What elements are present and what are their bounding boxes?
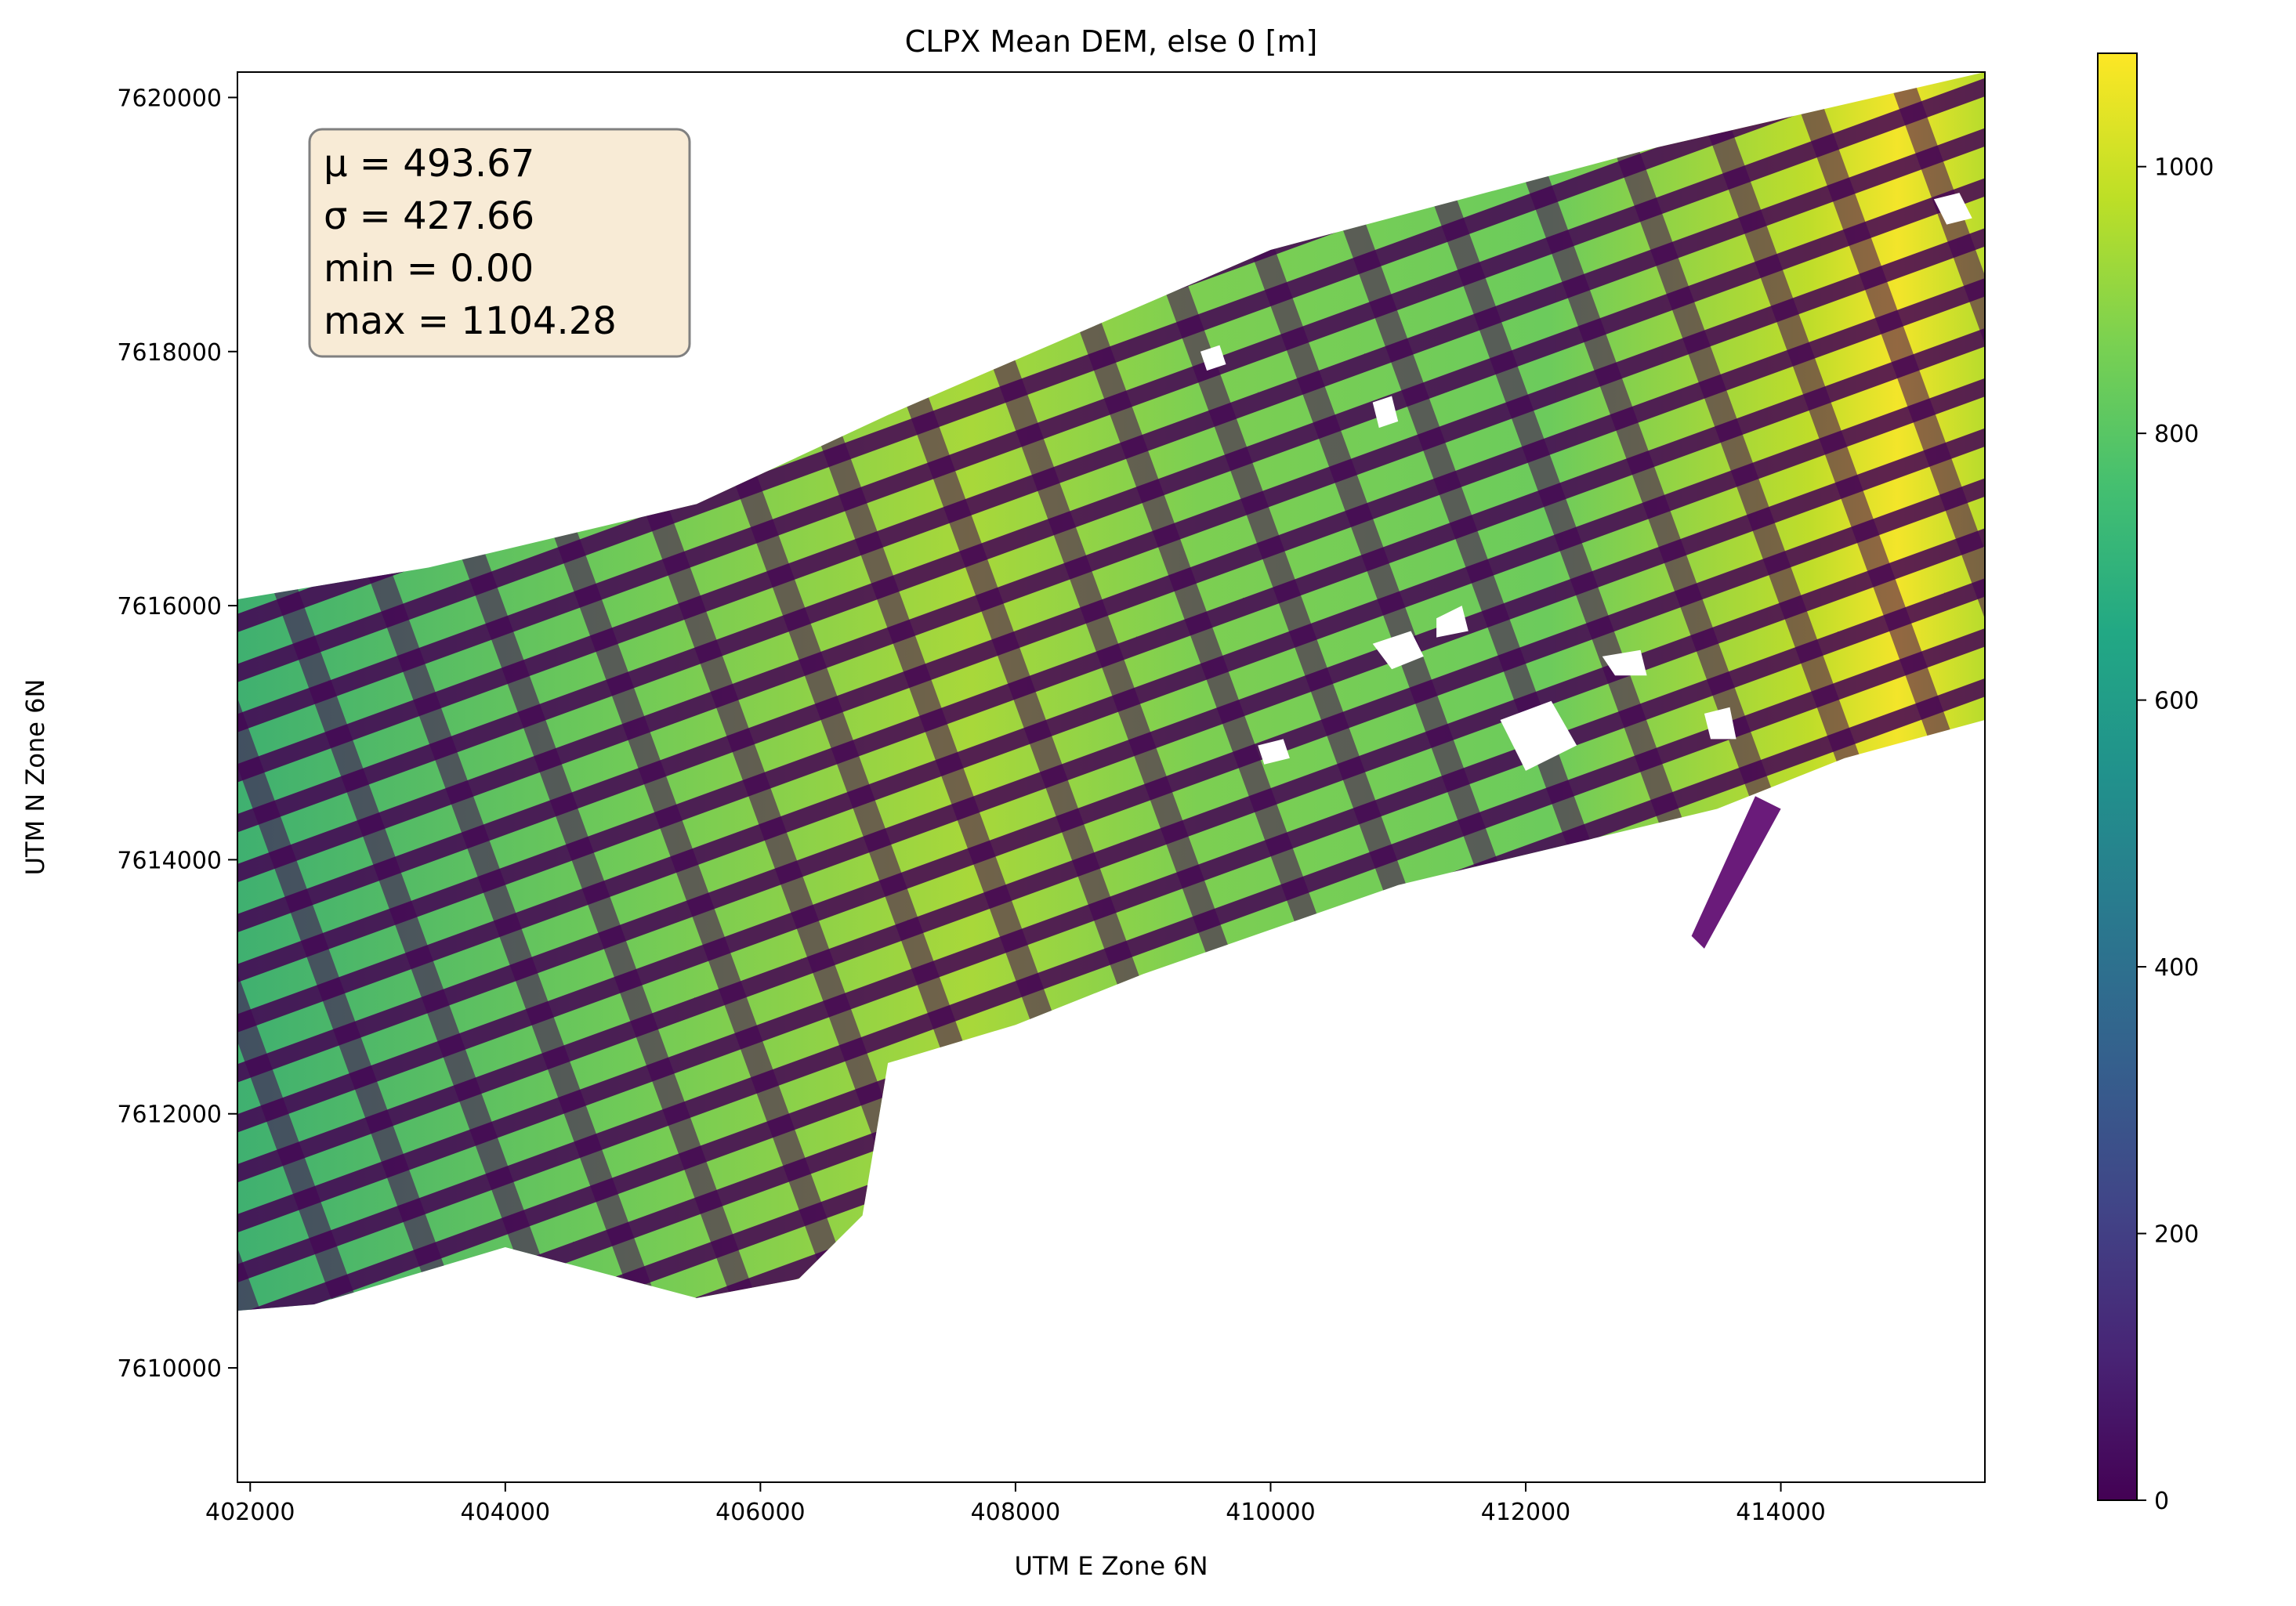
y-tick-label: 7620000 xyxy=(117,85,222,112)
colorbar-ticks: 0 200 400 600 800 1000 xyxy=(2137,154,2214,1515)
x-tick-label: 412000 xyxy=(1481,1499,1571,1526)
x-tick-label: 410000 xyxy=(1226,1499,1316,1526)
stats-box: μ = 493.67 σ = 427.66 min = 0.00 max = 1… xyxy=(308,128,691,358)
water-body xyxy=(1200,345,1226,371)
stats-max: max = 1104.28 xyxy=(324,299,617,343)
y-tick-label: 7614000 xyxy=(117,847,222,874)
dem-spur xyxy=(1691,796,1781,949)
x-tick-label: 404000 xyxy=(461,1499,551,1526)
colorbar-gradient xyxy=(2097,52,2138,1501)
stats-box-frame xyxy=(308,128,691,358)
water-body xyxy=(1602,649,1647,676)
y-tick-label: 7612000 xyxy=(117,1101,222,1129)
water-body xyxy=(1704,707,1736,740)
y-axis-ticks: 7610000 7612000 7614000 7616000 7618000 76200… xyxy=(117,85,237,1383)
colorbar: 0 200 400 600 800 1000 xyxy=(2097,52,2214,1515)
y-tick-label: 7610000 xyxy=(117,1355,222,1383)
colorbar-tick-label: 0 xyxy=(2154,1488,2169,1515)
x-axis-ticks: 402000 404000 406000 408000 410000 412000 4140… xyxy=(205,1482,1826,1526)
colorbar-tick-label: 600 xyxy=(2154,688,2199,715)
stats-mean: μ = 493.67 xyxy=(324,142,534,186)
stats-std: σ = 427.66 xyxy=(324,194,534,238)
water-body xyxy=(1258,739,1290,765)
water-body xyxy=(1933,193,1972,225)
colorbar-tick-label: 200 xyxy=(2154,1221,2199,1249)
chart-title: CLPX Mean DEM, else 0 [m] xyxy=(905,24,1318,59)
water-body xyxy=(1500,700,1577,771)
colorbar-tick-label: 1000 xyxy=(2154,154,2214,182)
dem-map xyxy=(237,72,1985,1311)
plot-frame xyxy=(237,71,1986,1483)
x-tick-label: 402000 xyxy=(205,1499,295,1526)
stats-min: min = 0.00 xyxy=(324,247,534,291)
colorbar-tick-label: 800 xyxy=(2154,421,2199,448)
water-body xyxy=(1372,396,1399,429)
x-tick-label: 408000 xyxy=(971,1499,1061,1526)
water-body xyxy=(1436,606,1468,638)
y-tick-label: 7616000 xyxy=(117,593,222,620)
x-axis-label: UTM E Zone 6N xyxy=(1014,1551,1208,1581)
x-tick-label: 406000 xyxy=(715,1499,806,1526)
dem-low-values xyxy=(237,72,1985,1311)
y-tick-label: 7618000 xyxy=(117,339,222,367)
x-tick-label: 414000 xyxy=(1736,1499,1826,1526)
water-body xyxy=(1372,631,1424,670)
colorbar-tick-label: 400 xyxy=(2154,954,2199,982)
y-axis-label: UTM N Zone 6N xyxy=(20,679,50,876)
